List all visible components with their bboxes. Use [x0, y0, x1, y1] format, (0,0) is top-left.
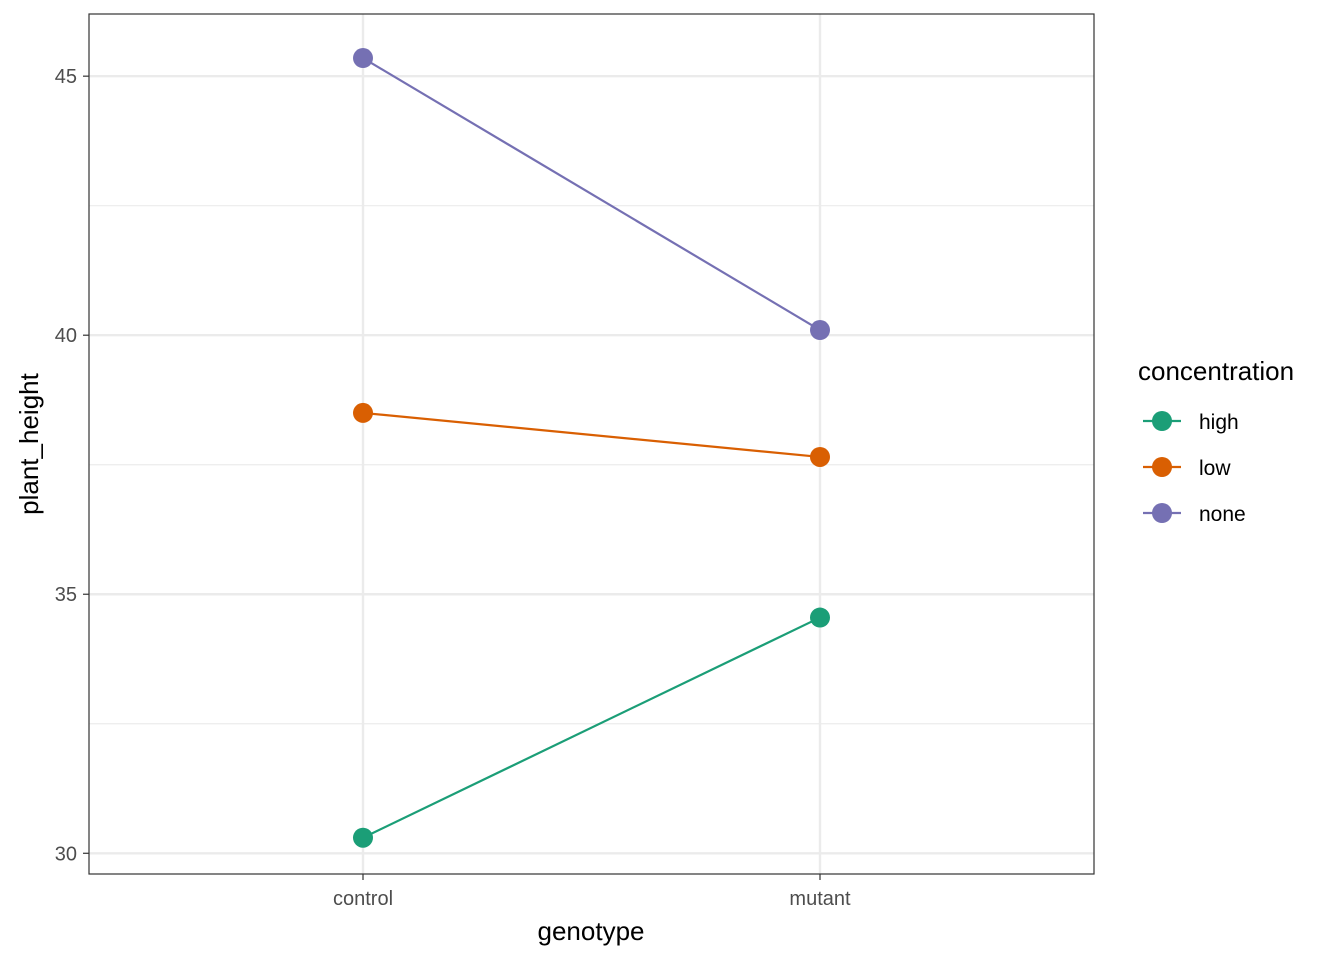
- legend-item-low: low: [1143, 457, 1231, 480]
- data-point-high-control: [353, 827, 373, 848]
- series-line-low: [362, 411, 821, 459]
- legend-key-point: [1152, 503, 1172, 523]
- y-axis-title: plant_height: [14, 372, 44, 514]
- major-gridlines: [89, 14, 1094, 874]
- x-tick-label: control: [333, 888, 393, 910]
- y-tick-label: 30: [55, 843, 77, 865]
- data-point-low-mutant: [810, 446, 830, 467]
- series-line-none: [362, 57, 821, 331]
- y-tick-label: 40: [55, 325, 77, 347]
- series-layer: [353, 48, 830, 848]
- data-point-none-mutant: [810, 320, 830, 341]
- legend-key-point: [1152, 457, 1172, 477]
- data-point-low-control: [353, 402, 373, 423]
- y-tick-label: 35: [55, 584, 77, 606]
- minor-gridlines: [89, 205, 1094, 725]
- legend-item-none: none: [1143, 503, 1246, 526]
- legend-label: low: [1199, 457, 1231, 480]
- data-point-high-mutant: [810, 607, 830, 628]
- legend-label: high: [1199, 411, 1239, 434]
- legend-item-high: high: [1143, 411, 1239, 434]
- x-axis-title: genotype: [538, 916, 645, 946]
- legend-label: none: [1199, 503, 1246, 526]
- series-line-high: [362, 616, 821, 839]
- legend-items: high low none: [1143, 411, 1246, 526]
- y-axis: 30 35 40 45: [55, 66, 89, 865]
- x-axis: control mutant: [333, 874, 851, 910]
- legend-key-point: [1152, 411, 1172, 431]
- panel-border: [88, 13, 1095, 875]
- y-tick-label: 45: [55, 66, 77, 88]
- data-point-none-control: [353, 48, 373, 69]
- x-tick-label: mutant: [789, 888, 851, 910]
- legend-title: concentration: [1138, 356, 1294, 386]
- legend: concentration high low none: [1138, 356, 1294, 526]
